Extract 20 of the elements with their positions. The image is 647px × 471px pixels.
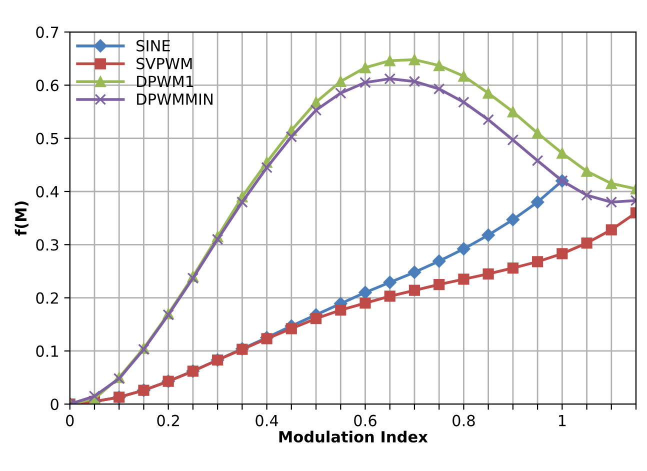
legend-label: DPWM1 (137, 76, 194, 87)
x-tick-label: 0.2 (157, 414, 179, 426)
y-tick-label: 0.5 (36, 132, 58, 144)
y-tick-label: 0.4 (36, 186, 59, 198)
x-axis-title: Modulation Index (279, 430, 428, 443)
x-tick-label: 0 (66, 414, 74, 426)
y-tick-label: 0.1 (36, 345, 58, 357)
legend-label: SVPWM (136, 58, 192, 70)
y-tick-label: 0.2 (36, 292, 58, 304)
y-tick-label: 0.3 (36, 239, 58, 251)
x-tick-label: 0.4 (256, 414, 278, 426)
y-tick-label: 0.7 (36, 26, 58, 38)
x-tick-label: 1 (558, 415, 566, 426)
y-tick-label: 0.6 (36, 80, 58, 92)
x-tick-label: 0.8 (452, 414, 475, 426)
y-axis-title: f(M) (14, 201, 28, 236)
x-tick-label: 0.6 (354, 414, 376, 426)
y-tick-label: 0 (50, 398, 58, 410)
legend-label: DPWMMIN (137, 94, 212, 105)
legend-label: SINE (136, 40, 170, 52)
